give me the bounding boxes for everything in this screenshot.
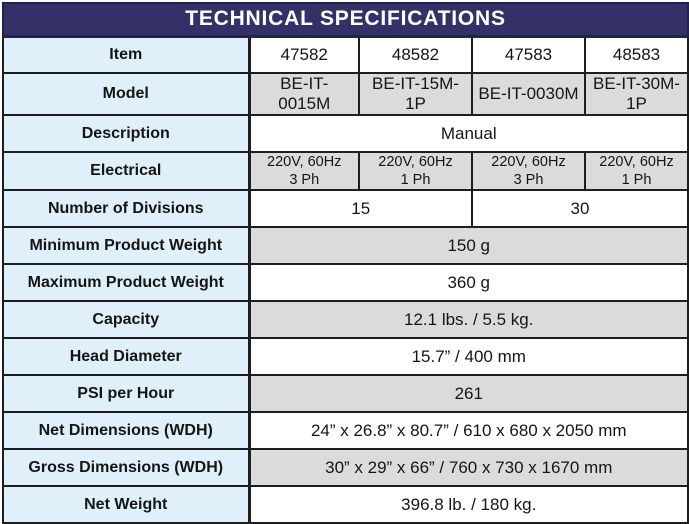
spec-value-cell: 150 g (248, 226, 689, 266)
row-label: Maximum Product Weight (2, 263, 251, 303)
table-row: Net Dimensions (WDH) 24” x 26.8” x 80.7” … (2, 411, 689, 451)
spec-value-cell: 48583 (584, 35, 689, 74)
table-title: TECHNICAL SPECIFICATIONS (2, 2, 689, 38)
table-row: Item 47582 48582 47583 48583 (2, 35, 689, 74)
table-row: Capacity 12.1 lbs. / 5.5 kg. (2, 300, 689, 340)
spec-value-cell: BE-IT-0015M (248, 72, 360, 116)
spec-value-cell: 360 g (248, 263, 689, 303)
table-row: Head Diameter 15.7” / 400 mm (2, 337, 689, 377)
spec-value-cell: BE-IT-30M-1P (584, 72, 689, 116)
row-label: Net Dimensions (WDH) (2, 411, 251, 451)
table-row: PSI per Hour 261 (2, 374, 689, 414)
spec-value-cell: Manual (248, 114, 689, 153)
table-row: Number of Divisions 15 30 (2, 189, 689, 229)
row-label: Item (2, 35, 251, 74)
row-label: Head Diameter (2, 337, 251, 377)
spec-value-cell: 47582 (248, 35, 360, 74)
spec-value-cell: 220V, 60Hz 1 Ph (584, 150, 689, 192)
row-label: Minimum Product Weight (2, 226, 251, 266)
spec-value-cell: 15.7” / 400 mm (248, 337, 689, 377)
row-label: Description (2, 114, 251, 153)
row-label: Electrical (2, 150, 251, 192)
table-title-row: TECHNICAL SPECIFICATIONS (2, 2, 689, 38)
spec-value-cell: BE-IT-0030M (471, 72, 586, 116)
table-row: Minimum Product Weight 150 g (2, 226, 689, 266)
spec-value-cell: 30” x 29” x 66” / 760 x 730 x 1670 mm (248, 448, 689, 488)
spec-value-cell: 30 (471, 189, 689, 229)
table-row: Electrical 220V, 60Hz 3 Ph 220V, 60Hz 1 Ph… (2, 150, 689, 192)
row-label: Capacity (2, 300, 251, 340)
spec-value-cell: 220V, 60Hz 1 Ph (358, 150, 473, 192)
spec-value-cell: 261 (248, 374, 689, 414)
row-label: Gross Dimensions (WDH) (2, 448, 251, 488)
spec-value-cell: 47583 (471, 35, 586, 74)
table-row: Model BE-IT-0015M BE-IT-15M-1P BE-IT-0030M B… (2, 72, 689, 116)
spec-value-cell: 48582 (358, 35, 473, 74)
spec-value-cell: 12.1 lbs. / 5.5 kg. (248, 300, 689, 340)
spec-value-cell: 220V, 60Hz 3 Ph (248, 150, 360, 192)
table-row: Maximum Product Weight 360 g (2, 263, 689, 303)
row-label: PSI per Hour (2, 374, 251, 414)
table-row: Gross Dimensions (WDH) 30” x 29” x 66” / … (2, 448, 689, 488)
spec-value-cell: BE-IT-15M-1P (358, 72, 473, 116)
spec-value-cell: 24” x 26.8” x 80.7” / 610 x 680 x 2050 m… (248, 411, 689, 451)
row-label: Model (2, 72, 251, 116)
spec-value-cell: 15 (248, 189, 473, 229)
table-row: Description Manual (2, 114, 689, 153)
spec-value-cell: 220V, 60Hz 3 Ph (471, 150, 586, 192)
row-label: Number of Divisions (2, 189, 251, 229)
